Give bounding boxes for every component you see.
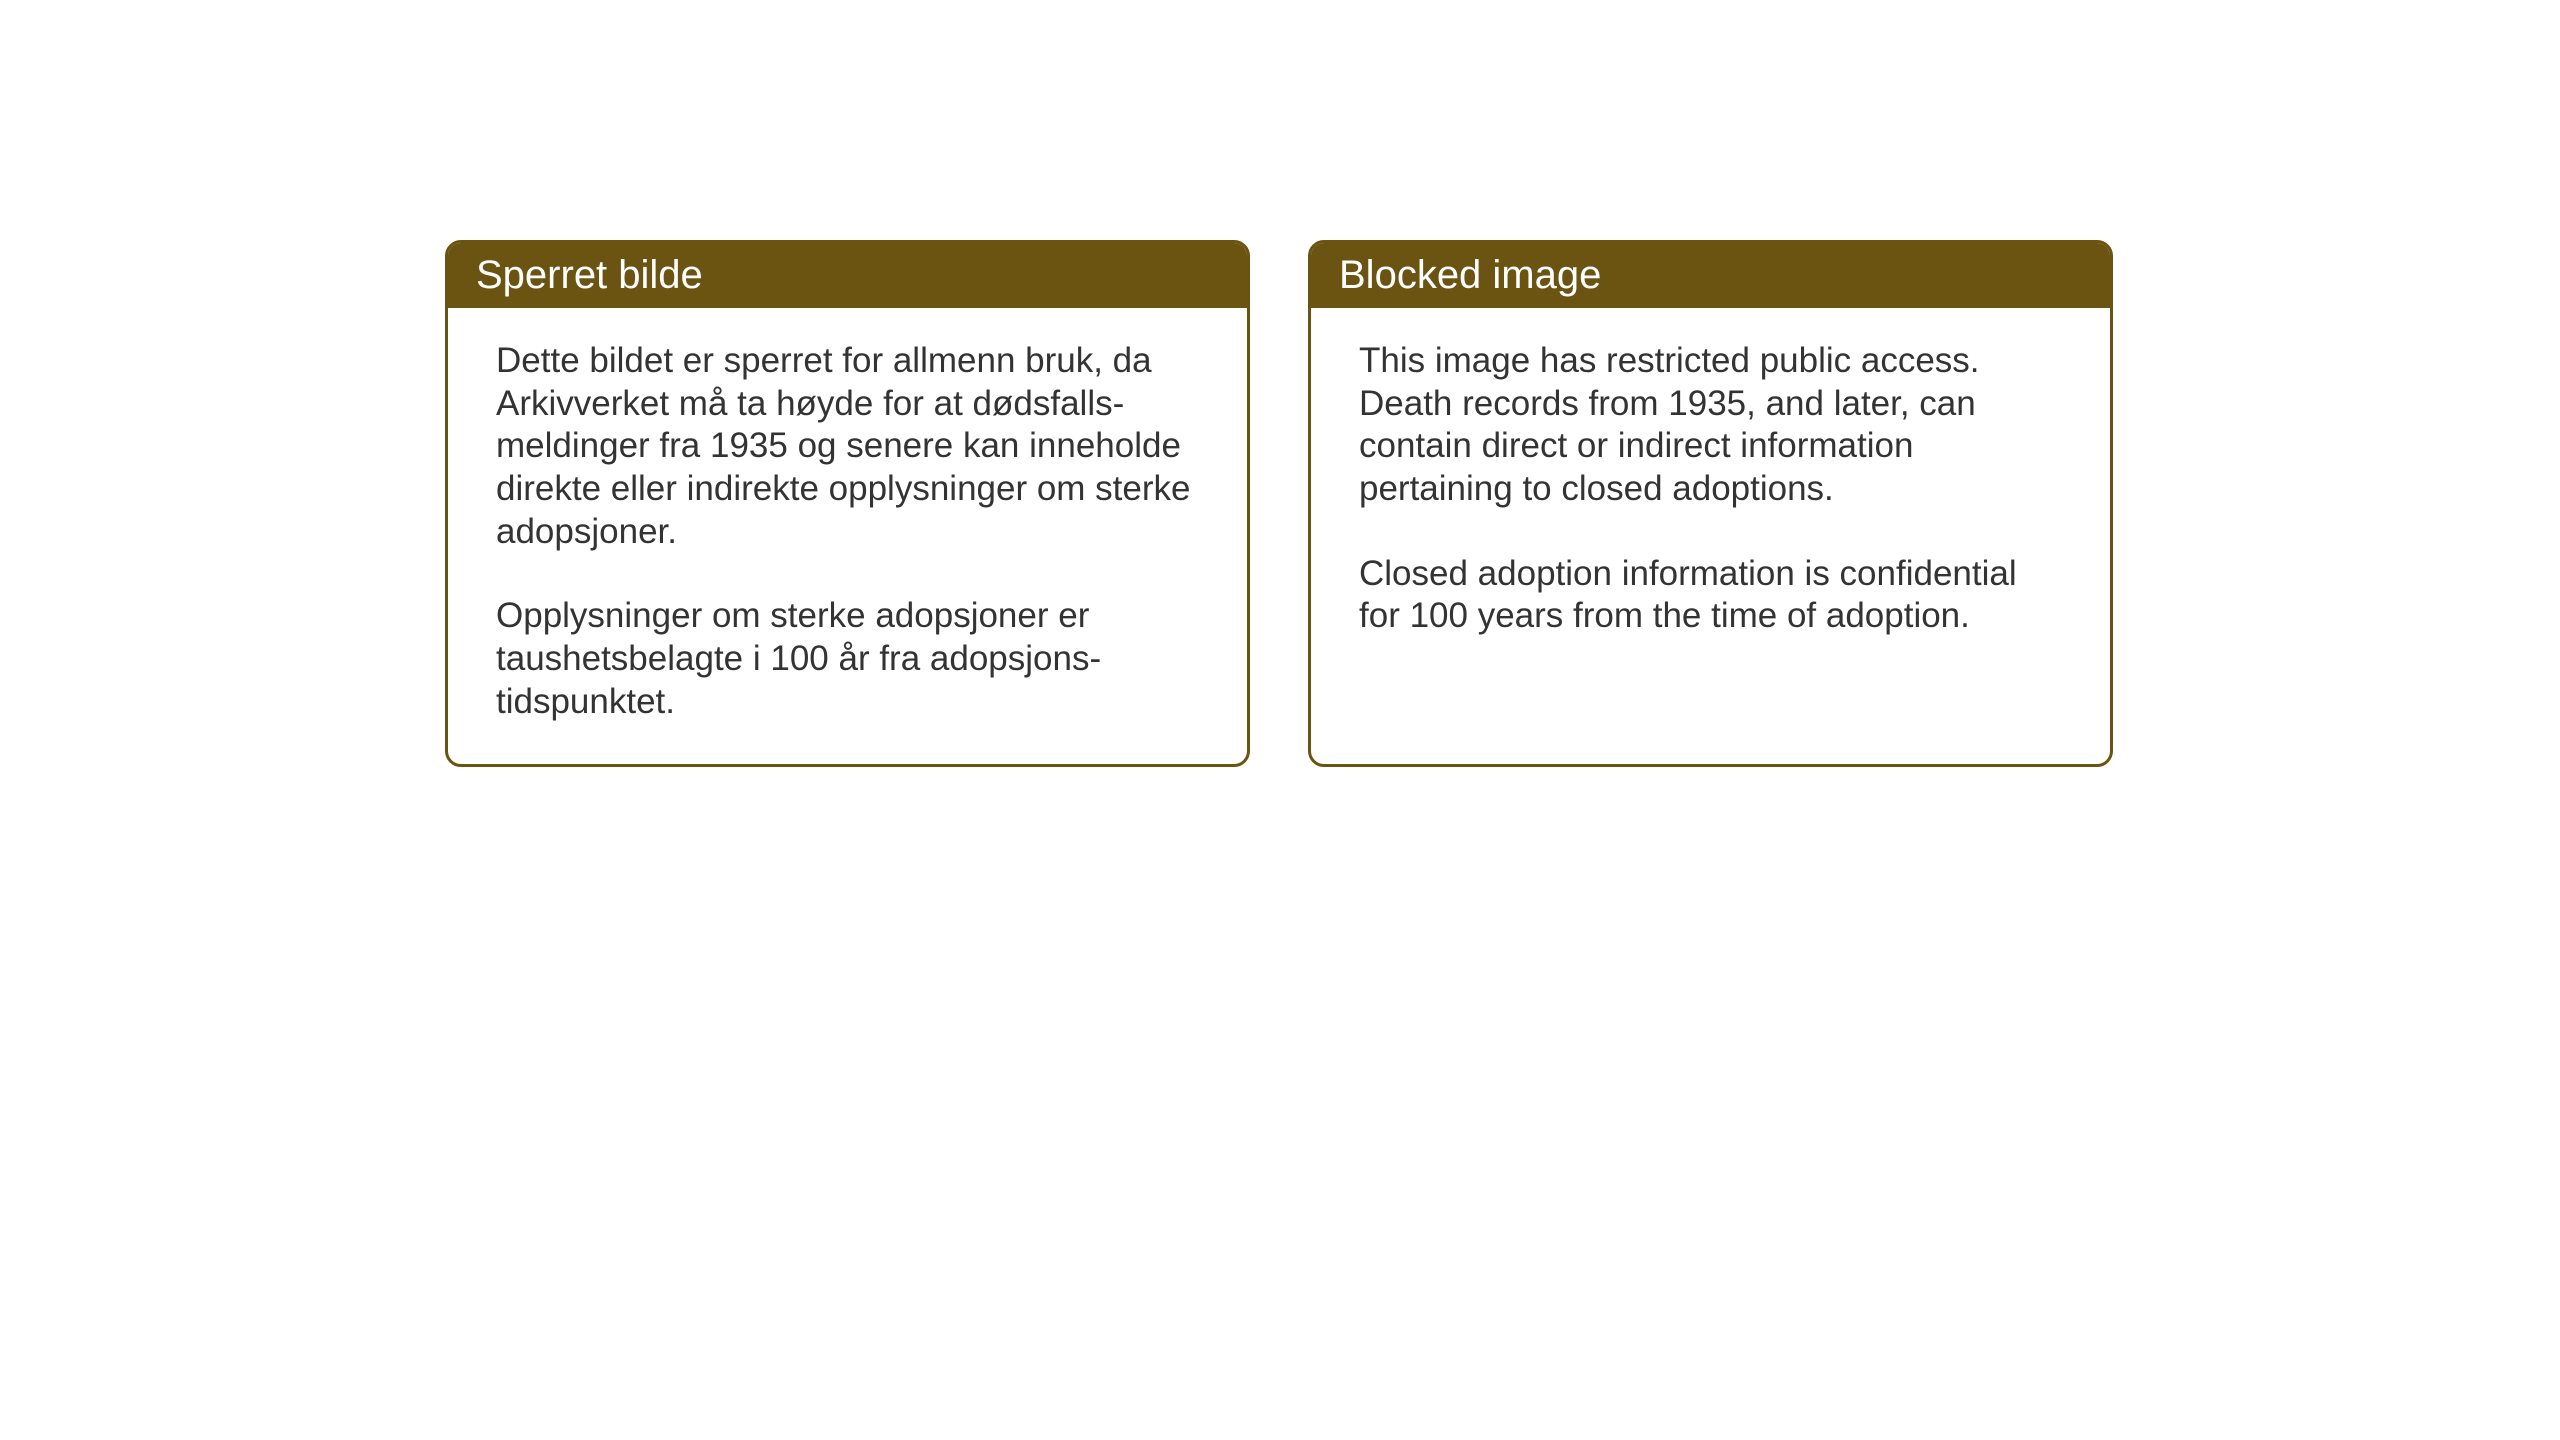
notice-container: Sperret bilde Dette bildet er sperret fo… bbox=[445, 240, 2113, 767]
notice-body-english: This image has restricted public access.… bbox=[1311, 308, 2110, 748]
notice-box-english: Blocked image This image has restricted … bbox=[1308, 240, 2113, 767]
notice-box-norwegian: Sperret bilde Dette bildet er sperret fo… bbox=[445, 240, 1250, 767]
notice-paragraph-1-english: This image has restricted public access.… bbox=[1359, 340, 2062, 511]
notice-paragraph-2-english: Closed adoption information is confident… bbox=[1359, 553, 2062, 638]
notice-header-norwegian: Sperret bilde bbox=[448, 243, 1247, 308]
notice-paragraph-1-norwegian: Dette bildet er sperret for allmenn bruk… bbox=[496, 340, 1199, 553]
notice-paragraph-2-norwegian: Opplysninger om sterke adopsjoner er tau… bbox=[496, 595, 1199, 723]
notice-header-english: Blocked image bbox=[1311, 243, 2110, 308]
notice-body-norwegian: Dette bildet er sperret for allmenn bruk… bbox=[448, 308, 1247, 764]
